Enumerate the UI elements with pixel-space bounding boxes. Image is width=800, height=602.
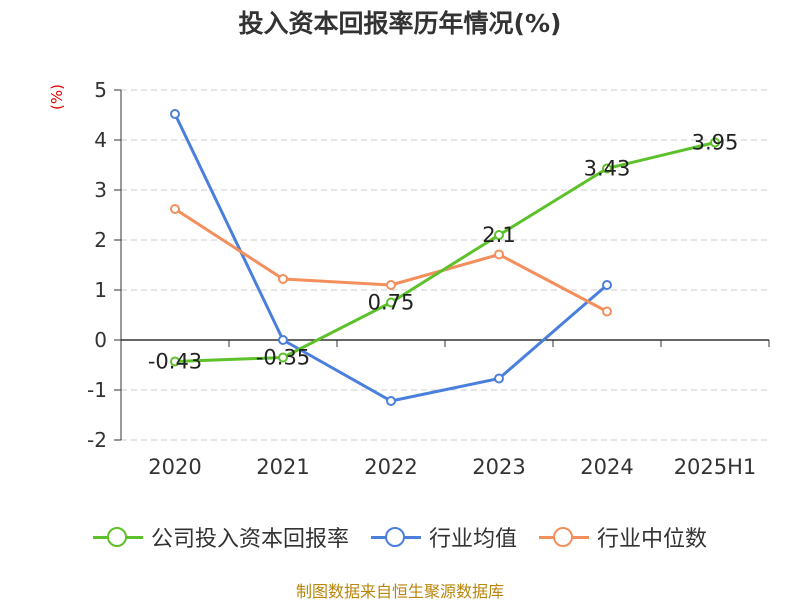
legend-item-company[interactable]: 公司投入资本回报率 bbox=[92, 521, 349, 553]
data-point-1-4[interactable] bbox=[602, 280, 612, 290]
data-labels: -0.43 -0.35 0.75 2.1 3.43 3.95 bbox=[148, 131, 739, 374]
data-label-0-1: -0.35 bbox=[256, 346, 310, 370]
legend-item-industry-median[interactable]: 行业中位数 bbox=[539, 521, 707, 553]
x-tick-label-0: 2020 bbox=[148, 455, 201, 479]
data-point-2-0[interactable] bbox=[170, 204, 180, 214]
legend-item-industry-mean[interactable]: 行业均值 bbox=[370, 521, 517, 553]
data-point-2-4[interactable] bbox=[602, 306, 612, 317]
y-tick-label-6: 4 bbox=[94, 128, 107, 152]
series-lines bbox=[170, 109, 720, 406]
legend-swatch-industry-mean bbox=[370, 527, 421, 547]
legend-swatch-company bbox=[92, 527, 143, 547]
data-point-1-1[interactable] bbox=[278, 335, 288, 345]
data-point-0-5[interactable] bbox=[710, 137, 720, 148]
data-label-0-2: 0.75 bbox=[368, 291, 415, 315]
data-point-2-3[interactable] bbox=[494, 249, 504, 260]
data-label-0-3: 2.1 bbox=[482, 223, 515, 247]
grid-lines bbox=[121, 89, 769, 441]
y-tick-label-4: 2 bbox=[94, 228, 107, 252]
y-tick-label-1: -1 bbox=[87, 378, 107, 402]
x-tick-label-4: 2024 bbox=[580, 455, 633, 479]
data-label-0-0: -0.43 bbox=[148, 350, 202, 374]
data-point-0-2[interactable] bbox=[386, 297, 396, 308]
y-tick-label-7: 5 bbox=[94, 78, 107, 102]
y-tick-label-0: -2 bbox=[87, 428, 107, 452]
data-point-1-2[interactable] bbox=[386, 396, 396, 406]
data-point-1-0[interactable] bbox=[170, 109, 180, 119]
data-point-0-4[interactable] bbox=[602, 163, 612, 174]
legend-label-company: 公司投入资本回报率 bbox=[150, 527, 349, 552]
data-label-0-4: 3.43 bbox=[584, 157, 631, 181]
source-note: 制图数据来自恒生聚源数据库 bbox=[295, 582, 504, 601]
y-tick-label-3: 1 bbox=[94, 278, 107, 302]
x-tick-label-3: 2023 bbox=[472, 455, 525, 479]
x-tick-label-1: 2021 bbox=[256, 455, 309, 479]
legend-swatch-industry-median bbox=[539, 527, 589, 547]
y-tick-label-5: 3 bbox=[94, 178, 107, 202]
legend-label-industry-median: 行业中位数 bbox=[597, 527, 708, 552]
legend-label-industry-mean: 行业均值 bbox=[428, 527, 517, 552]
data-point-0-1[interactable] bbox=[278, 352, 288, 363]
data-point-0-3[interactable] bbox=[494, 230, 504, 240]
x-tick-label-5: 2025H1 bbox=[674, 455, 757, 479]
axes: -2 -1 0 1 2 3 4 5 2020 2021 2022 2023 2024 2025H1 bbox=[87, 78, 770, 479]
data-point-1-3[interactable] bbox=[494, 373, 504, 384]
y-tick-label-2: 0 bbox=[94, 328, 107, 352]
data-label-0-5: 3.95 bbox=[692, 131, 739, 155]
legend: 公司投入资本回报率 行业均值 行业中位数 bbox=[0, 521, 800, 553]
data-point-2-2[interactable] bbox=[386, 280, 396, 290]
x-tick-label-2: 2022 bbox=[364, 455, 417, 479]
chart-title: 投入资本回报率历年情况(%) bbox=[238, 9, 562, 38]
series-line-0 bbox=[174, 141, 716, 363]
data-point-2-1[interactable] bbox=[278, 274, 288, 284]
data-point-0-0[interactable] bbox=[170, 356, 180, 367]
